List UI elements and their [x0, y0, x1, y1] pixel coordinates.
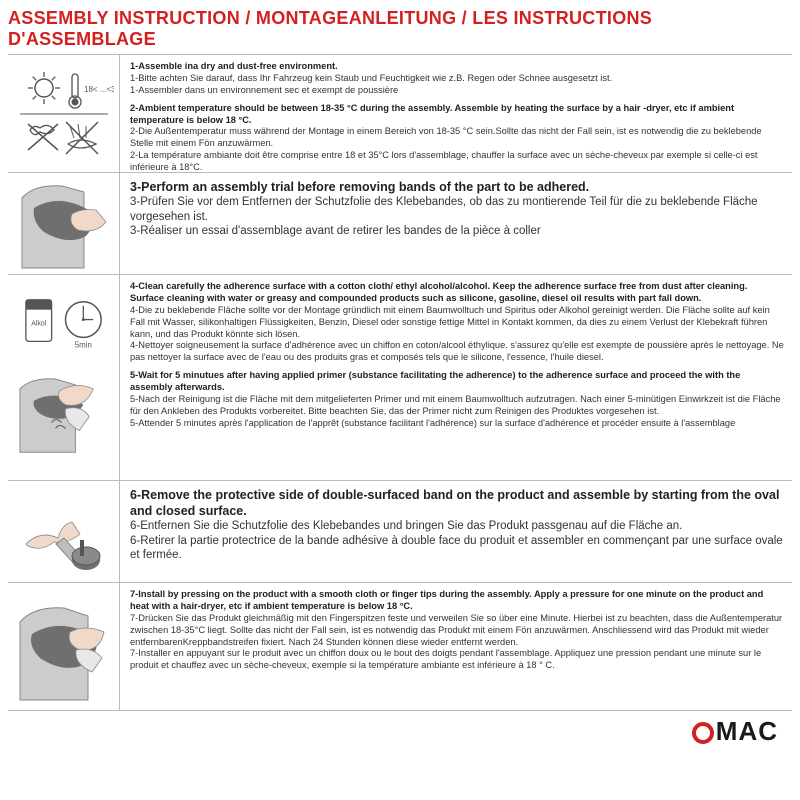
step-en: 4-Clean carefully the adherence surface … — [130, 281, 784, 305]
step-fr: 1-Assembler dans un environnement sec et… — [130, 85, 784, 97]
clean-icon: Alkol 5min — [8, 275, 120, 480]
svg-text:Alkol: Alkol — [31, 320, 46, 327]
instruction-row: 7-Install by pressing on the product wit… — [8, 582, 792, 710]
instruction-table: 18< ...<35 C 1-Assemble ina dry and dust… — [8, 54, 792, 710]
instruction-row: 6-Remove the protective side of double-s… — [8, 480, 792, 582]
step-en: 2-Ambient temperature should be between … — [130, 103, 784, 127]
instruction-text: 1-Assemble ina dry and dust-free environ… — [120, 55, 792, 172]
temp-icon: 18< ...<35 C — [8, 55, 120, 172]
step-de: 2-Die Außentemperatur muss während der M… — [130, 126, 784, 150]
step-en: 5-Wait for 5 minutues after having appli… — [130, 370, 784, 394]
instruction-text: 4-Clean carefully the adherence surface … — [120, 275, 792, 480]
logo-o-icon — [692, 722, 714, 744]
svg-text:18< ...<35 C: 18< ...<35 C — [84, 85, 114, 94]
instruction-text: 6-Remove the protective side of double-s… — [120, 481, 792, 582]
step-de: 7-Drücken Sie das Produkt gleichmäßig mi… — [130, 613, 784, 649]
trial-icon — [8, 173, 120, 274]
step-en: 3-Perform an assembly trial before remov… — [130, 179, 784, 195]
step-en: 1-Assemble ina dry and dust-free environ… — [130, 61, 784, 73]
instruction-text: 3-Perform an assembly trial before remov… — [120, 173, 792, 274]
footer: MAC — [8, 710, 792, 748]
brand-logo: MAC — [692, 716, 778, 747]
step-de: 4-Die zu beklebende Fläche sollte vor de… — [130, 305, 784, 341]
step-en: 7-Install by pressing on the product wit… — [130, 589, 784, 613]
instruction-row: Alkol 5min 4-Clean carefully the adheren… — [8, 274, 792, 480]
step-fr: 7-Installer en appuyant sur le produit a… — [130, 648, 784, 672]
step-fr: 4-Nettoyer soigneusement la surface d'ad… — [130, 340, 784, 364]
step-fr: 2-La température ambiante doit être comp… — [130, 150, 784, 174]
svg-text:5min: 5min — [75, 340, 92, 349]
step-de: 3-Prüfen Sie vor dem Entfernen der Schut… — [130, 195, 784, 224]
step-fr: 3-Réaliser un essai d'assemblage avant d… — [130, 224, 784, 239]
instruction-row: 18< ...<35 C 1-Assemble ina dry and dust… — [8, 54, 792, 172]
step-fr: 6-Retirer la partie protectrice de la ba… — [130, 534, 784, 563]
step-de: 1-Bitte achten Sie darauf, dass Ihr Fahr… — [130, 73, 784, 85]
step-de: 6-Entfernen Sie die Schutzfolie des Kleb… — [130, 519, 784, 534]
peel-icon — [8, 481, 120, 582]
logo-text: MAC — [716, 716, 778, 747]
instruction-text: 7-Install by pressing on the product wit… — [120, 583, 792, 710]
page-title: ASSEMBLY INSTRUCTION / MONTAGEANLEITUNG … — [8, 6, 792, 54]
step-en: 6-Remove the protective side of double-s… — [130, 487, 784, 519]
instruction-row: 3-Perform an assembly trial before remov… — [8, 172, 792, 274]
step-fr: 5-Attender 5 minutes après l'application… — [130, 418, 784, 430]
press-icon — [8, 583, 120, 710]
step-de: 5-Nach der Reinigung ist die Fläche mit … — [130, 394, 784, 418]
